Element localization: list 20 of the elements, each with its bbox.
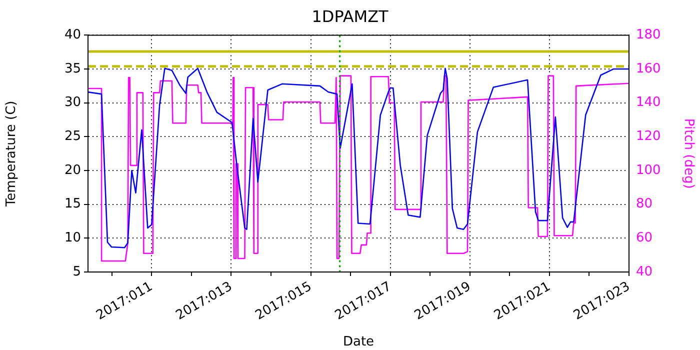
y2-tick-label: 100 bbox=[636, 162, 661, 178]
y-tick-label: 30 bbox=[64, 95, 81, 110]
y2-tick-label: 80 bbox=[636, 196, 653, 212]
chart-title: 1DPAMZT bbox=[312, 6, 389, 26]
y-tick-label: 5 bbox=[72, 264, 81, 280]
y2-tick-label: 140 bbox=[636, 95, 661, 110]
x-axis-title: Date bbox=[342, 334, 374, 350]
y2-tick-label: 40 bbox=[636, 264, 653, 280]
y2-tick-label: 60 bbox=[636, 230, 653, 246]
y2-tick-label: 180 bbox=[636, 28, 661, 43]
y-tick-label: 20 bbox=[64, 162, 81, 178]
y-tick-label: 10 bbox=[64, 230, 81, 246]
y-axis-title: Temperature (C) bbox=[4, 100, 20, 208]
y-tick-label: 25 bbox=[64, 129, 81, 144]
y-tick-label: 15 bbox=[64, 196, 81, 212]
y-tick-label: 35 bbox=[64, 61, 81, 76]
y2-tick-label: 120 bbox=[636, 129, 661, 144]
y2-axis-title: Pitch (deg) bbox=[680, 118, 696, 189]
y2-tick-label: 160 bbox=[636, 61, 661, 76]
y-tick-label: 40 bbox=[64, 28, 81, 43]
